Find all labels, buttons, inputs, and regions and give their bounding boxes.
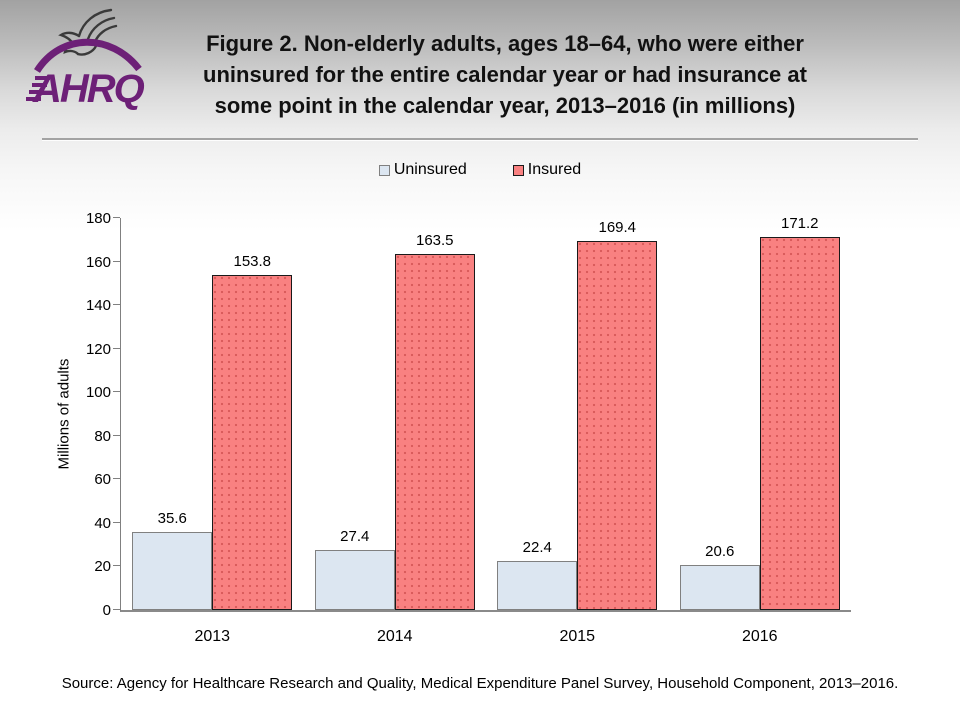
y-tick-label: 180 bbox=[85, 210, 111, 227]
bar-insured-2013 bbox=[212, 275, 293, 610]
y-tick-mark bbox=[113, 478, 120, 480]
value-label-insured-2016: 171.2 bbox=[780, 215, 819, 233]
legend-item-uninsured: Uninsured bbox=[378, 161, 467, 179]
hhs-eagle-icon bbox=[58, 8, 118, 56]
x-axis-label-2016: 2016 bbox=[741, 628, 778, 645]
bar-insured-2014 bbox=[394, 253, 475, 610]
legend-label-insured: Insured bbox=[527, 161, 582, 178]
ahrq-logo: AHRQ bbox=[25, 5, 147, 113]
y-tick-mark bbox=[113, 304, 120, 306]
value-label-uninsured-2016: 20.6 bbox=[705, 543, 735, 561]
bar-uninsured-2014 bbox=[314, 550, 395, 610]
value-label-insured-2014: 163.5 bbox=[415, 231, 454, 249]
x-axis-label-2013: 2013 bbox=[194, 628, 231, 645]
y-tick-label: 120 bbox=[85, 340, 111, 358]
insured-swatch bbox=[512, 164, 524, 176]
ahrq-swoosh bbox=[34, 38, 142, 73]
value-label-uninsured-2015: 22.4 bbox=[522, 539, 552, 557]
value-label-insured-2013: 153.8 bbox=[233, 253, 272, 271]
legend-item-insured: Insured bbox=[512, 161, 582, 179]
bar-uninsured-2016 bbox=[679, 565, 760, 610]
y-tick-label: 20 bbox=[94, 558, 111, 576]
value-label-uninsured-2013: 35.6 bbox=[157, 510, 187, 528]
y-axis-title: Millions of adults bbox=[55, 358, 73, 470]
y-tick-mark bbox=[113, 434, 120, 436]
y-tick-mark bbox=[113, 217, 120, 218]
y-tick-mark bbox=[113, 609, 120, 610]
y-tick-mark bbox=[113, 347, 120, 349]
y-tick-mark bbox=[113, 521, 120, 523]
y-tick-label: 40 bbox=[94, 514, 111, 532]
figure-title: Figure 2. Non-elderly adults, ages 18–64… bbox=[145, 28, 865, 121]
title-line-2: uninsured for the entire calendar year o… bbox=[203, 62, 807, 87]
y-tick-label: 80 bbox=[94, 427, 111, 445]
bar-uninsured-2015 bbox=[497, 561, 578, 610]
y-tick-mark bbox=[113, 260, 120, 262]
y-tick-label: 100 bbox=[85, 384, 111, 402]
title-divider bbox=[42, 138, 918, 141]
y-tick-label: 60 bbox=[94, 471, 111, 489]
legend-label-uninsured: Uninsured bbox=[393, 161, 467, 178]
x-axis-label-2014: 2014 bbox=[376, 628, 413, 645]
ahrq-logo-graphic: AHRQ bbox=[26, 8, 147, 111]
plot-area: 0 20 40 60 80 100 120 140 160 180 35.6 153.8 2013 27.… bbox=[86, 210, 851, 645]
y-tick-mark bbox=[113, 391, 120, 393]
y-tick-label: 160 bbox=[85, 253, 111, 271]
y-tick-label: 140 bbox=[85, 297, 111, 315]
ahrq-wordmark: AHRQ bbox=[32, 67, 145, 111]
value-label-insured-2015: 169.4 bbox=[598, 219, 637, 237]
y-tick-label: 0 bbox=[102, 602, 111, 619]
bar-uninsured-2013 bbox=[132, 532, 213, 610]
title-line-1: Figure 2. Non-elderly adults, ages 18–64… bbox=[206, 31, 804, 56]
chart-legend: Uninsured Insured bbox=[0, 161, 960, 179]
ahrq-speed-lines bbox=[26, 76, 50, 101]
title-line-3: some point in the calendar year, 2013–20… bbox=[214, 93, 796, 118]
bar-insured-2016 bbox=[759, 237, 840, 610]
bar-insured-2015 bbox=[577, 241, 658, 610]
uninsured-swatch bbox=[378, 164, 390, 176]
x-axis-label-2015: 2015 bbox=[559, 628, 596, 645]
value-label-uninsured-2014: 27.4 bbox=[340, 528, 370, 546]
source-note: Source: Agency for Healthcare Research a… bbox=[61, 675, 899, 692]
y-tick-mark bbox=[113, 565, 120, 567]
